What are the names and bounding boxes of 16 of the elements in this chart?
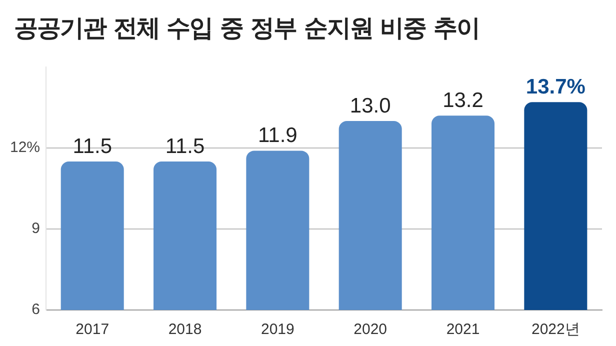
y-tick-label: 12% — [10, 139, 40, 156]
data-label: 11.5 — [72, 134, 112, 158]
data-label: 13.2 — [442, 88, 484, 112]
chart-title: 공공기관 전체 수입 중 정부 순지원 비중 추이 — [13, 13, 480, 44]
x-tick-label: 2017 — [76, 321, 110, 338]
y-tick-label: 9 — [32, 220, 40, 238]
y-tick-label: 6 — [32, 301, 40, 318]
data-label: 11.9 — [258, 124, 298, 147]
x-tick-label: 2018 — [168, 321, 202, 338]
x-tick-label: 2021 — [446, 321, 480, 338]
x-tick-label: 2019 — [260, 321, 294, 338]
x-tick-label: 2022년 — [531, 321, 580, 338]
data-label: 11.5 — [165, 134, 205, 158]
x-tick-label: 2020 — [354, 321, 388, 338]
data-label: 13.7% — [526, 75, 586, 98]
data-label: 13.0 — [350, 94, 391, 118]
